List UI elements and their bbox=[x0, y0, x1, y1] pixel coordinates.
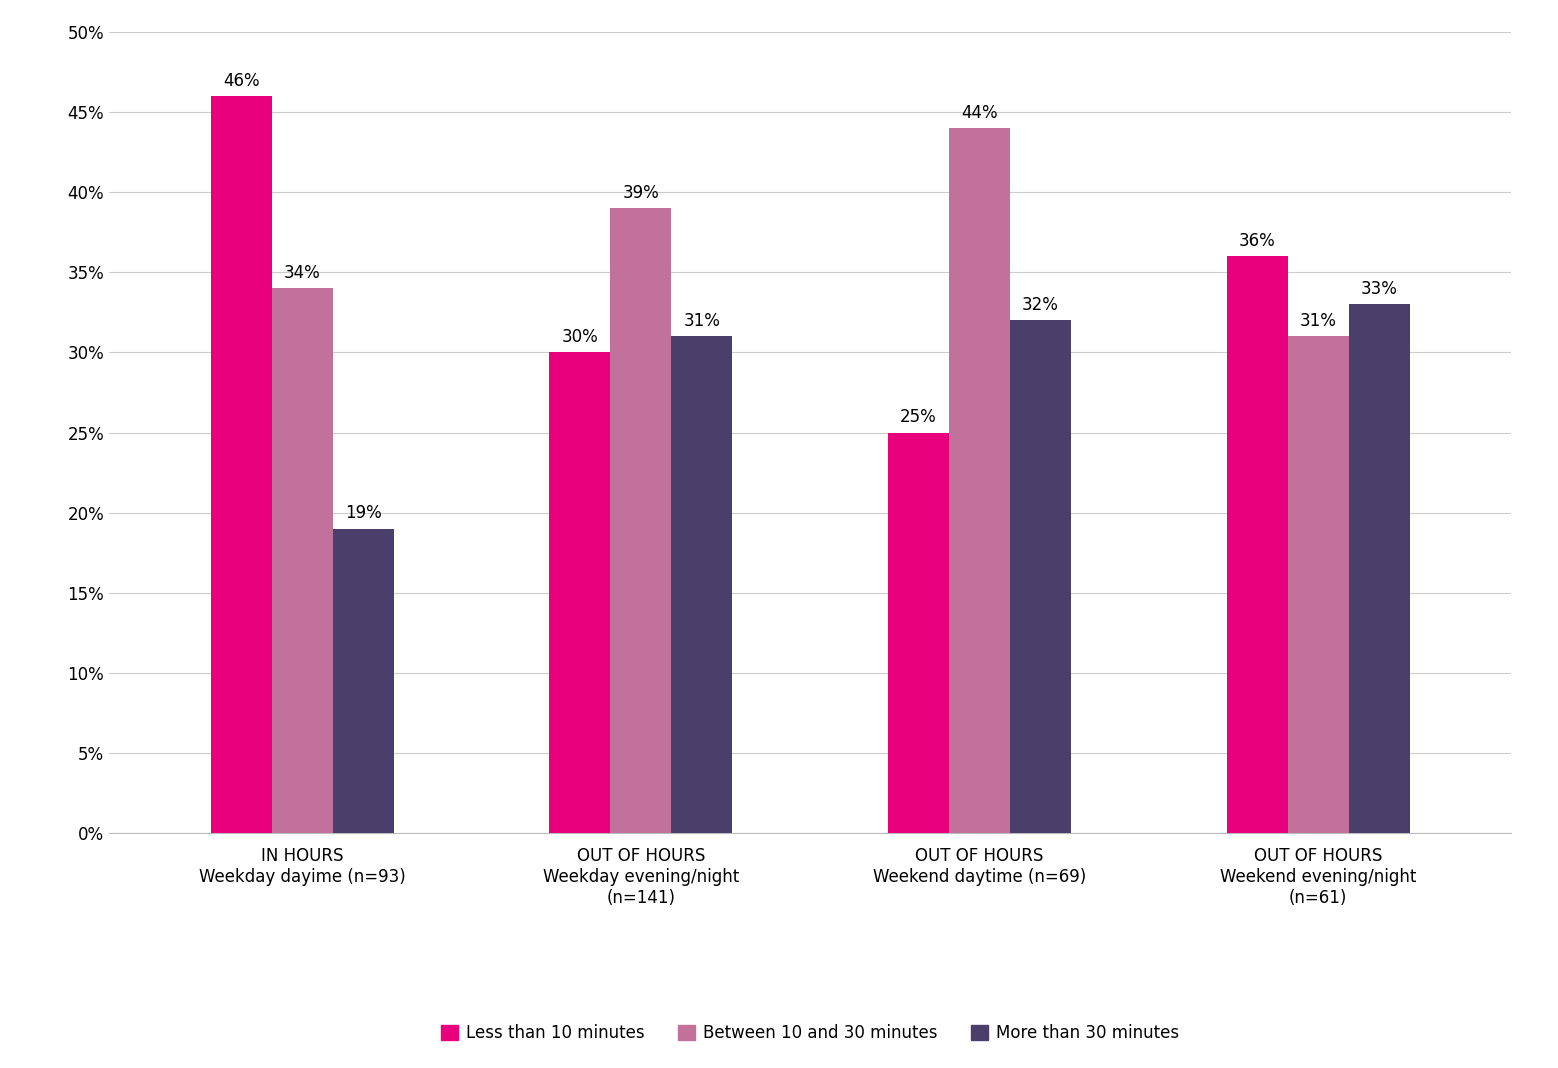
Text: 25%: 25% bbox=[901, 408, 936, 426]
Bar bbox=[550, 352, 611, 833]
Bar bbox=[1288, 336, 1349, 833]
Text: 31%: 31% bbox=[684, 312, 720, 330]
Bar bbox=[949, 128, 1010, 833]
Bar bbox=[1349, 304, 1410, 833]
Text: 34%: 34% bbox=[284, 264, 321, 282]
Bar bbox=[671, 336, 732, 833]
Bar bbox=[271, 288, 332, 833]
Text: 39%: 39% bbox=[623, 184, 659, 202]
Bar bbox=[210, 96, 271, 833]
Text: 32%: 32% bbox=[1022, 296, 1059, 314]
Bar bbox=[1010, 320, 1070, 833]
Text: 19%: 19% bbox=[344, 504, 382, 522]
Bar bbox=[611, 208, 671, 833]
Text: 36%: 36% bbox=[1239, 232, 1276, 250]
Text: 46%: 46% bbox=[223, 72, 260, 90]
Text: 44%: 44% bbox=[961, 104, 997, 122]
Legend: Less than 10 minutes, Between 10 and 30 minutes, More than 30 minutes: Less than 10 minutes, Between 10 and 30 … bbox=[435, 1018, 1186, 1049]
Bar bbox=[888, 433, 949, 833]
Bar bbox=[1226, 256, 1288, 833]
Text: 30%: 30% bbox=[561, 328, 598, 346]
Bar bbox=[332, 529, 394, 833]
Text: 31%: 31% bbox=[1299, 312, 1337, 330]
Text: 33%: 33% bbox=[1360, 280, 1398, 298]
